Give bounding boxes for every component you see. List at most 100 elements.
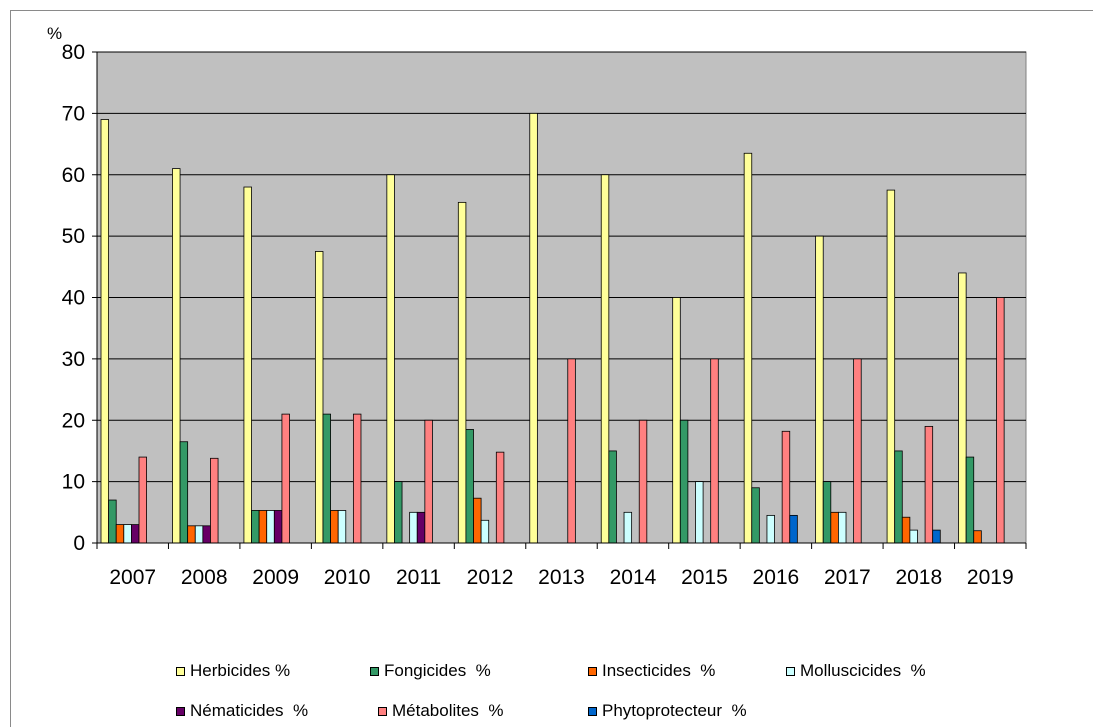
legend-item: Métabolites %	[378, 701, 504, 721]
bar	[108, 499, 117, 544]
legend-item: Molluscicides %	[786, 661, 926, 681]
bar	[409, 511, 418, 544]
y-tick-label: 10	[62, 471, 85, 494]
bar	[743, 152, 753, 544]
bar	[815, 235, 824, 544]
legend-swatch	[176, 706, 185, 716]
x-tick-label: 2007	[109, 566, 156, 589]
x-tick-label: 2019	[967, 566, 1014, 589]
bar	[830, 511, 839, 544]
axes	[92, 51, 1027, 549]
bar	[529, 112, 538, 544]
bar	[695, 481, 704, 544]
bar	[672, 297, 681, 544]
bar	[243, 186, 252, 544]
legend-label: Métabolites %	[392, 701, 504, 720]
bar	[352, 413, 362, 544]
legend-label: Insecticides %	[602, 661, 716, 680]
bar	[330, 510, 339, 544]
bar	[424, 419, 433, 544]
bar	[623, 511, 633, 544]
bar	[480, 519, 490, 544]
bar	[973, 530, 982, 544]
legend-item: Phytoprotecteur %	[588, 701, 747, 721]
bar	[314, 251, 324, 544]
bars	[100, 112, 1005, 544]
bar	[495, 451, 505, 544]
bar	[679, 419, 689, 544]
x-tick-label: 2014	[610, 566, 657, 589]
bar	[281, 413, 290, 544]
y-tick-label: 0	[73, 532, 85, 555]
bar	[909, 529, 918, 544]
legend-swatch	[786, 666, 795, 676]
bar	[210, 457, 219, 544]
bar	[822, 481, 832, 544]
x-tick-label: 2015	[681, 566, 728, 589]
bar	[838, 511, 847, 544]
bar	[567, 358, 576, 544]
bar	[958, 272, 967, 544]
x-tick-label: 2018	[895, 566, 942, 589]
y-axis-label: %	[47, 24, 62, 43]
bar	[781, 430, 791, 544]
bar	[273, 510, 283, 544]
y-tick-label: 20	[62, 409, 85, 432]
chart-frame: 0 10 20 30 40 50 60 70 80 2007 2008 2009 2010 2011 20…	[10, 10, 1093, 727]
legend-item: Insecticides %	[588, 661, 715, 681]
bar	[337, 510, 347, 544]
bar	[766, 514, 775, 544]
legend-swatch	[588, 706, 597, 716]
x-tick-label: 2010	[324, 566, 371, 589]
bar	[258, 510, 268, 544]
bar	[179, 441, 189, 544]
legend-swatch	[378, 706, 387, 716]
legend-item: Herbicides %	[176, 661, 290, 681]
y-tick-label: 50	[62, 225, 85, 248]
bar	[996, 297, 1005, 544]
bar	[194, 525, 204, 544]
bar	[187, 525, 196, 544]
bar	[710, 358, 719, 544]
legend-label: Fongicides %	[384, 661, 491, 680]
bar	[202, 525, 211, 544]
y-tick-label: 70	[62, 102, 85, 125]
bar	[751, 487, 760, 544]
x-tick-label: 2011	[396, 566, 441, 589]
bar	[386, 174, 395, 544]
bar	[473, 497, 482, 544]
legend-label: Herbicides %	[190, 661, 291, 680]
legend-swatch	[176, 666, 185, 676]
legend-swatch	[588, 666, 597, 676]
bar	[100, 119, 109, 544]
legend-label: Phytoprotecteur %	[602, 701, 747, 720]
bar	[322, 413, 331, 544]
legend-label: Nématicides %	[190, 701, 309, 720]
bar	[886, 189, 896, 544]
x-tick-label: 2008	[181, 566, 228, 589]
bar	[853, 358, 862, 544]
bar	[638, 419, 648, 544]
bar	[251, 510, 260, 544]
bar	[394, 481, 403, 544]
y-tick-label: 80	[62, 41, 85, 64]
y-tick-label: 30	[62, 348, 85, 371]
x-tick-label: 2016	[753, 566, 800, 589]
bar	[131, 524, 140, 544]
bar	[465, 429, 474, 544]
bar	[608, 450, 617, 544]
bar	[600, 174, 610, 544]
bar	[924, 425, 934, 544]
y-tick-label: 40	[62, 287, 85, 310]
y-tick-labels: 0 10 20 30 40 50 60 70 80	[62, 41, 85, 555]
x-tick-label: 2009	[252, 566, 299, 589]
bar	[266, 510, 275, 544]
x-tick-label: 2017	[824, 566, 871, 589]
bar	[138, 456, 147, 544]
legend-swatch	[370, 666, 379, 676]
bar-chart: 0 10 20 30 40 50 60 70 80 2007 2008 2009 2010 2011 20…	[47, 24, 1027, 589]
bar	[894, 450, 903, 544]
bar	[123, 524, 132, 544]
y-tick-label: 60	[62, 164, 85, 187]
bar	[115, 524, 125, 544]
